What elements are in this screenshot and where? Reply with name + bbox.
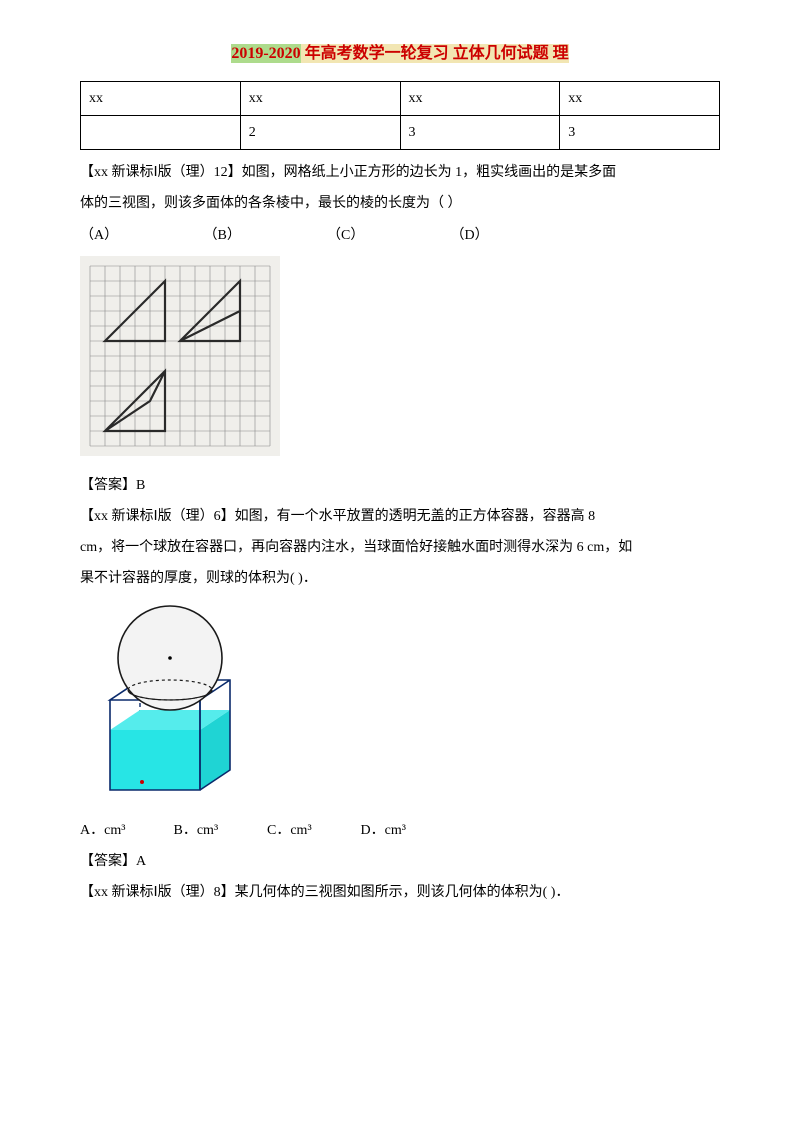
- title-highlight-1: 2019-2020: [231, 44, 300, 63]
- q2-stem-line3: 果不计容器的厚度，则球的体积为( )．: [80, 566, 720, 591]
- summary-table: xx xx xx xx 2 3 3: [80, 81, 720, 150]
- q2-options: A．cm³ B．cm³ C．cm³ D．cm³: [80, 818, 720, 843]
- table-row: xx xx xx xx: [81, 81, 720, 115]
- title-highlight-2: 年高考数学一轮复习 立体几何试题 理: [301, 44, 569, 63]
- q1-option-a: （A）: [80, 223, 200, 248]
- q3-stem-line1: 【xx 新课标Ⅰ版（理）8】某几何体的三视图如图所示，则该几何体的体积为( )．: [80, 880, 720, 905]
- table-cell: xx: [240, 81, 400, 115]
- table-row: 2 3 3: [81, 115, 720, 149]
- q2-stem-line1: 【xx 新课标Ⅰ版（理）6】如图，有一个水平放置的透明无盖的正方体容器，容器高 …: [80, 504, 720, 529]
- q1-option-c: （C）: [327, 223, 447, 248]
- table-cell: [81, 115, 241, 149]
- q1-option-d: （D）: [451, 223, 571, 248]
- q1-stem-line2: 体的三视图，则该多面体的各条棱中，最长的棱的长度为（ ）: [80, 191, 720, 216]
- table-cell: 3: [560, 115, 720, 149]
- q1-option-b: （B）: [204, 223, 324, 248]
- q1-answer: 【答案】B: [80, 473, 720, 498]
- q2-figure: [80, 600, 260, 810]
- table-cell: xx: [81, 81, 241, 115]
- q2-option-b: B．cm³: [174, 818, 264, 843]
- q1-stem-line1: 【xx 新课标Ⅰ版（理）12】如图，网格纸上小正方形的边长为 1，粗实线画出的是…: [80, 160, 720, 185]
- q1-options: （A） （B） （C） （D）: [80, 223, 720, 248]
- table-cell: xx: [400, 81, 560, 115]
- q2-option-d: D．cm³: [361, 818, 451, 843]
- table-cell: xx: [560, 81, 720, 115]
- sphere-cube-icon: [80, 600, 260, 810]
- q2-option-a: A．cm³: [80, 818, 170, 843]
- q1-figure: [80, 256, 720, 465]
- page-title: 2019-2020 年高考数学一轮复习 立体几何试题 理: [80, 40, 720, 69]
- grid-three-view-icon: [80, 256, 280, 456]
- q2-answer: 【答案】A: [80, 849, 720, 874]
- q2-stem-line2: cm，将一个球放在容器口，再向容器内注水，当球面恰好接触水面时测得水深为 6 c…: [80, 535, 720, 560]
- q2-option-c: C．cm³: [267, 818, 357, 843]
- table-cell: 2: [240, 115, 400, 149]
- table-cell: 3: [400, 115, 560, 149]
